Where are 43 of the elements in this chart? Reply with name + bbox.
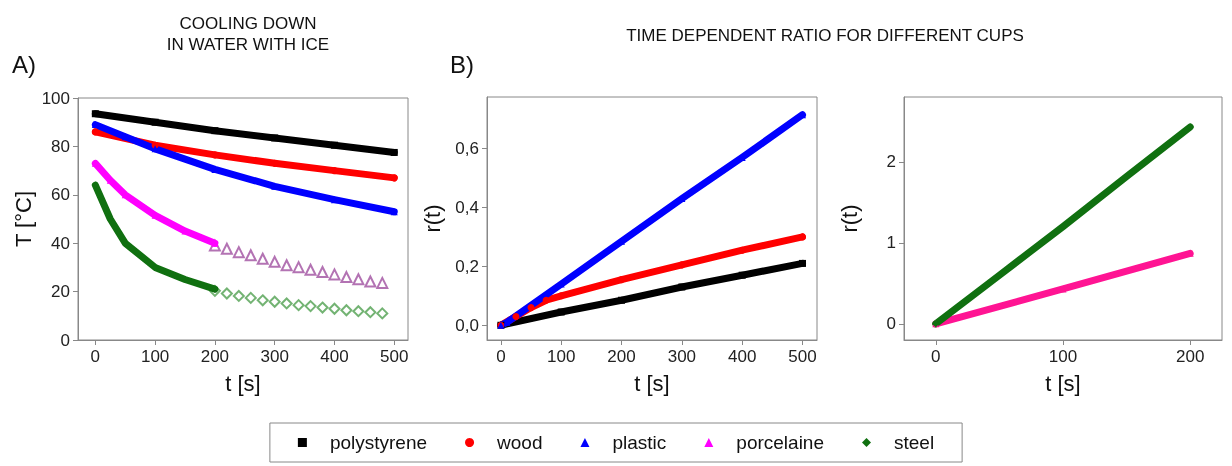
y-tick-label: 100 [41, 88, 70, 108]
legend-label: polystyrene [329, 432, 428, 453]
y-tick-label: 0 [60, 330, 70, 350]
x-tick-label: 200 [200, 347, 230, 366]
x-tick-label: 400 [320, 347, 349, 366]
y-tick-label: 0 [886, 314, 896, 334]
y-axis-title: T [°C] [10, 190, 36, 248]
text: A) [12, 50, 36, 78]
legend-label: porcelaine [736, 432, 824, 453]
legend-label: plastic [612, 432, 667, 453]
x-tick-label: 100 [1048, 347, 1078, 366]
x-axis-title: t [s] [634, 370, 670, 396]
y-tick-label: 0,6 [455, 139, 479, 159]
legend-label: steel [893, 432, 935, 453]
y-tick-label: 60 [51, 185, 70, 205]
x-tick-label: 200 [1176, 347, 1205, 366]
x-tick-label: 300 [667, 347, 697, 366]
y-tick-label: 20 [51, 282, 70, 302]
y-tick-label: 0,0 [455, 315, 479, 335]
legend-label: wood [496, 432, 543, 453]
y-axis-title: r(t) [419, 204, 445, 233]
y-tick-label: 0,2 [455, 256, 479, 276]
x-tick-label: 500 [380, 347, 409, 366]
y-tick-label: 40 [51, 233, 70, 253]
x-tick-label: 400 [728, 347, 757, 366]
text: B) [450, 50, 474, 78]
x-axis-title: t [s] [1045, 370, 1081, 396]
x-axis-title: t [s] [225, 370, 261, 396]
chart-title: COOLING DOWN IN WATER WITH ICE [166, 14, 330, 54]
x-tick-label: 300 [260, 347, 289, 366]
y-tick-label: 1 [886, 233, 896, 253]
y-tick-label: 2 [886, 152, 896, 172]
x-tick-label: 500 [788, 347, 817, 366]
chart-title: TIME DEPENDENT RATIO FOR DIFFERENT CUPS [626, 26, 1024, 45]
x-tick-label: 0 [496, 347, 506, 366]
x-tick-label: 100 [547, 347, 576, 366]
x-tick-label: 0 [90, 347, 101, 366]
x-tick-label: 100 [140, 347, 170, 366]
y-tick-label: 80 [51, 136, 70, 156]
x-tick-label: 0 [931, 347, 941, 366]
y-axis-title: r(t) [836, 204, 862, 233]
x-tick-label: 200 [607, 347, 636, 366]
y-tick-label: 0,4 [455, 197, 479, 217]
